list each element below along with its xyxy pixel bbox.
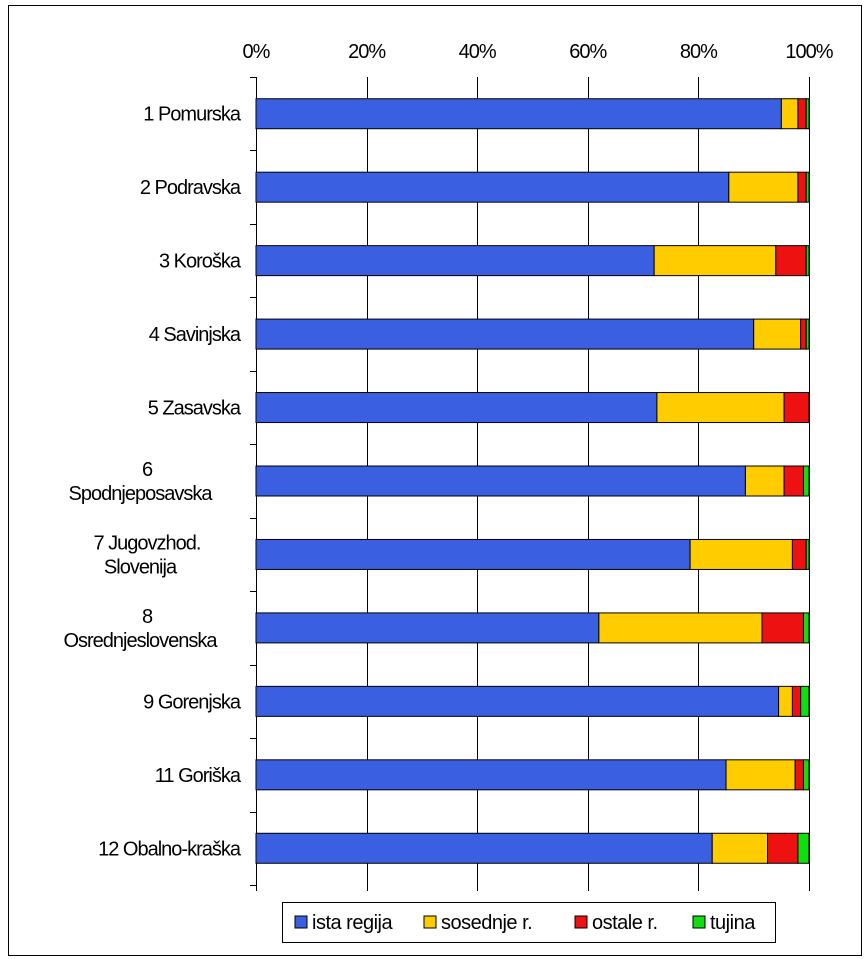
- legend-label: tujina: [710, 912, 756, 934]
- bar-segment: [255, 832, 713, 864]
- bar-segment: [802, 465, 810, 497]
- bar-segment: [775, 245, 807, 277]
- legend-label: ostale r.: [592, 912, 658, 934]
- bar-segment: [255, 171, 730, 203]
- bar-segment: [805, 538, 810, 570]
- bar-segment: [255, 465, 746, 497]
- category-label: 9 Gorenjska: [143, 691, 242, 713]
- category-label: 12 Obalno-kraška: [98, 838, 242, 860]
- bar-segment: [255, 759, 727, 791]
- bar-segment: [255, 318, 755, 350]
- bar-segment: [797, 98, 807, 130]
- bar-segment: [255, 392, 658, 424]
- bar-segment: [802, 612, 810, 644]
- x-tick-label: 100%: [785, 41, 833, 63]
- category-label: 7 Jugovzhod.: [94, 532, 201, 554]
- bar-segment: [805, 318, 810, 350]
- bar-segment: [653, 245, 777, 277]
- bar-segment: [802, 759, 810, 791]
- bar-segment: [800, 318, 807, 350]
- category-label: 11 Goriška: [155, 765, 242, 787]
- bar-segment: [805, 171, 810, 203]
- bar-segment: [783, 392, 810, 424]
- x-axis-ticks: 0% 20% 40% 60% 80% 100%: [243, 41, 835, 63]
- category-label: 3 Koroška: [159, 251, 242, 273]
- bar-segment: [725, 759, 796, 791]
- category-label: Spodnjeposavska: [69, 483, 214, 505]
- category-label: Slovenija: [104, 556, 178, 578]
- bar-segment: [255, 98, 782, 130]
- bar-segment: [797, 832, 810, 864]
- category-label: 6: [142, 459, 153, 481]
- category-label: 4 Savinjska: [149, 324, 242, 346]
- bar-segment: [711, 832, 769, 864]
- category-label: Osrednjeslovenska: [63, 630, 218, 652]
- bar-segment: [783, 465, 804, 497]
- bar-segment: [255, 612, 600, 644]
- bar-segment: [689, 538, 793, 570]
- legend: ista regija sosednje r. ostale r. tujina: [282, 902, 776, 943]
- category-label: 2 Podravska: [140, 177, 242, 199]
- bar-segment: [767, 832, 799, 864]
- bar-segment: [753, 318, 802, 350]
- x-tick-label: 0%: [243, 41, 271, 63]
- bar-segment: [761, 612, 804, 644]
- x-tick-label: 40%: [459, 41, 497, 63]
- category-label: 1 Pomurska: [143, 104, 242, 126]
- bar-segment: [255, 538, 691, 570]
- bar-segment: [656, 392, 785, 424]
- bar-segment: [728, 171, 799, 203]
- category-label: 8: [142, 606, 153, 628]
- legend-swatch: [574, 915, 588, 929]
- bar-segment: [805, 245, 810, 277]
- legend-swatch: [423, 915, 437, 929]
- bar-segment: [778, 685, 793, 717]
- legend-swatch: [294, 915, 308, 929]
- bar-segment: [598, 612, 763, 644]
- bar-segment: [255, 685, 780, 717]
- bar-segment: [791, 685, 802, 717]
- bar-segment: [797, 171, 807, 203]
- x-tick-label: 60%: [569, 41, 607, 63]
- category-label: 5 Zasavska: [148, 398, 242, 420]
- category-labels: 1 Pomurska 2 Podravska 3 Koroška 4 Savinjsk…: [63, 104, 242, 861]
- legend-label: ista regija: [312, 912, 393, 934]
- bar-segment: [255, 245, 655, 277]
- bar-segment: [800, 685, 810, 717]
- x-tick-label: 20%: [348, 41, 386, 63]
- bar-segment: [791, 538, 807, 570]
- legend-swatch: [692, 915, 706, 929]
- legend-label: sosednje r.: [441, 912, 532, 934]
- x-tick-label: 80%: [680, 41, 718, 63]
- bar-segment: [780, 98, 799, 130]
- bar-segment: [805, 98, 810, 130]
- bar-segment: [794, 759, 804, 791]
- bars: [255, 98, 810, 864]
- bar-segment: [744, 465, 785, 497]
